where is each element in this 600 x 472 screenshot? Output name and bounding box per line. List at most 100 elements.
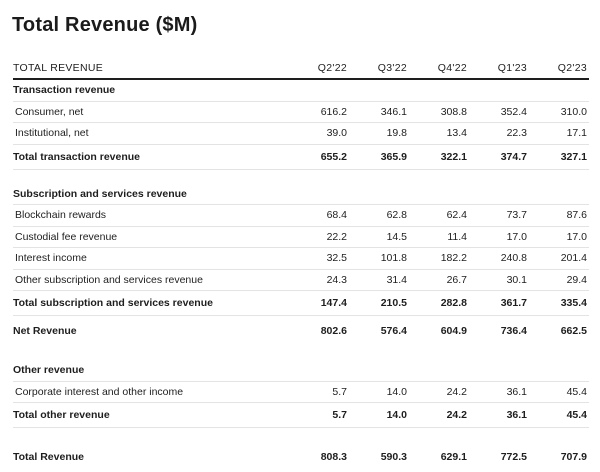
total-revenue-value: 629.1 bbox=[440, 451, 467, 463]
section-heading: Other revenue bbox=[13, 360, 589, 382]
row-value: 13.4 bbox=[409, 122, 469, 145]
row-value: 101.8 bbox=[349, 247, 409, 270]
column-header-period: Q3'22 bbox=[349, 58, 409, 80]
row-label: Institutional, net bbox=[13, 122, 289, 145]
total-revenue-value: 808.3 bbox=[320, 451, 347, 463]
revenue-table: TOTAL REVENUE Q2'22 Q3'22 Q4'22 Q1'23 Q2… bbox=[13, 58, 589, 472]
total-value: 335.4 bbox=[529, 290, 589, 316]
row-value: 17.0 bbox=[469, 226, 529, 248]
row-value: 308.8 bbox=[409, 101, 469, 123]
total-value: 14.0 bbox=[349, 402, 409, 428]
total-row: Total transaction revenue 655.2 365.9 32… bbox=[13, 144, 589, 170]
section-heading: Subscription and services revenue bbox=[13, 183, 589, 205]
row-value: 22.2 bbox=[289, 226, 349, 248]
row-label: Other subscription and services revenue bbox=[13, 269, 289, 291]
total-value: 45.4 bbox=[529, 402, 589, 428]
total-revenue-label: Total Revenue bbox=[13, 451, 84, 463]
row-label: Custodial fee revenue bbox=[13, 226, 289, 248]
row-value: 87.6 bbox=[529, 204, 589, 227]
total-value: 147.4 bbox=[289, 290, 349, 316]
row-label: Interest income bbox=[13, 247, 289, 270]
total-value: 361.7 bbox=[469, 290, 529, 316]
row-value: 22.3 bbox=[469, 122, 529, 145]
table-row: Interest income 32.5 101.8 182.2 240.8 2… bbox=[13, 247, 589, 270]
total-row: Total other revenue 5.7 14.0 24.2 36.1 4… bbox=[13, 402, 589, 428]
total-value: 655.2 bbox=[289, 144, 349, 170]
total-label: Total other revenue bbox=[13, 402, 289, 428]
row-value: 11.4 bbox=[409, 226, 469, 248]
total-revenue-value: 590.3 bbox=[380, 451, 407, 463]
total-row: Total subscription and services revenue … bbox=[13, 290, 589, 316]
row-value: 32.5 bbox=[289, 247, 349, 270]
total-value: 5.7 bbox=[289, 402, 349, 428]
table-row: Custodial fee revenue 22.2 14.5 11.4 17.… bbox=[13, 226, 589, 248]
total-revenue-value: 772.5 bbox=[500, 451, 527, 463]
net-revenue-label: Net Revenue bbox=[13, 325, 77, 337]
row-value: 352.4 bbox=[469, 101, 529, 123]
total-value: 282.8 bbox=[409, 290, 469, 316]
row-value: 346.1 bbox=[349, 101, 409, 123]
row-value: 62.8 bbox=[349, 204, 409, 227]
section-heading-row: Other revenue bbox=[13, 360, 589, 382]
column-header-period: Q4'22 bbox=[409, 58, 469, 80]
spacer-row bbox=[13, 169, 589, 184]
row-value: 31.4 bbox=[349, 269, 409, 291]
row-value: 19.8 bbox=[349, 122, 409, 145]
spacer-row bbox=[13, 346, 589, 360]
net-revenue-value: 736.4 bbox=[500, 325, 527, 337]
row-value: 240.8 bbox=[469, 247, 529, 270]
row-value: 26.7 bbox=[409, 269, 469, 291]
row-value: 14.5 bbox=[349, 226, 409, 248]
row-value: 29.4 bbox=[529, 269, 589, 291]
total-value: 365.9 bbox=[349, 144, 409, 170]
net-revenue-value: 662.5 bbox=[560, 325, 587, 337]
total-value: 327.1 bbox=[529, 144, 589, 170]
row-value: 73.7 bbox=[469, 204, 529, 227]
row-value: 182.2 bbox=[409, 247, 469, 270]
row-value: 24.2 bbox=[409, 381, 469, 403]
total-value: 36.1 bbox=[469, 402, 529, 428]
section-heading-row: Subscription and services revenue bbox=[13, 183, 589, 205]
row-label: Consumer, net bbox=[13, 101, 289, 123]
spacer-row bbox=[13, 428, 589, 443]
row-value: 62.4 bbox=[409, 204, 469, 227]
net-revenue-row: Net Revenue 802.6 576.4 604.9 736.4 662.… bbox=[13, 316, 589, 347]
total-value: 210.5 bbox=[349, 290, 409, 316]
section-heading-row: Transaction revenue bbox=[13, 79, 589, 102]
row-value: 616.2 bbox=[289, 101, 349, 123]
column-header-label: TOTAL REVENUE bbox=[13, 58, 289, 80]
table-row: Blockchain rewards 68.4 62.8 62.4 73.7 8… bbox=[13, 204, 589, 227]
total-value: 322.1 bbox=[409, 144, 469, 170]
row-value: 17.0 bbox=[529, 226, 589, 248]
column-header-period: Q1'23 bbox=[469, 58, 529, 80]
row-label: Corporate interest and other income bbox=[13, 381, 289, 403]
table-row: Other subscription and services revenue … bbox=[13, 269, 589, 291]
total-revenue-value: 707.9 bbox=[560, 451, 587, 463]
table-row: Corporate interest and other income 5.7 … bbox=[13, 381, 589, 403]
row-label: Blockchain rewards bbox=[13, 204, 289, 227]
total-label: Total subscription and services revenue bbox=[13, 290, 289, 316]
page-title: Total Revenue ($M) bbox=[12, 14, 198, 36]
net-revenue-value: 576.4 bbox=[380, 325, 407, 337]
row-value: 45.4 bbox=[529, 381, 589, 403]
row-value: 201.4 bbox=[529, 247, 589, 270]
table-row: Institutional, net 39.0 19.8 13.4 22.3 1… bbox=[13, 122, 589, 145]
row-value: 24.3 bbox=[289, 269, 349, 291]
column-header-period: Q2'23 bbox=[529, 58, 589, 80]
section-heading: Transaction revenue bbox=[13, 79, 589, 102]
table-row: Consumer, net 616.2 346.1 308.8 352.4 31… bbox=[13, 101, 589, 123]
row-value: 14.0 bbox=[349, 381, 409, 403]
row-value: 310.0 bbox=[529, 101, 589, 123]
total-value: 374.7 bbox=[469, 144, 529, 170]
row-value: 17.1 bbox=[529, 122, 589, 145]
net-revenue-value: 802.6 bbox=[320, 325, 347, 337]
column-header-period: Q2'22 bbox=[289, 58, 349, 80]
row-value: 5.7 bbox=[289, 381, 349, 403]
total-revenue-row: Total Revenue 808.3 590.3 629.1 772.5 70… bbox=[13, 442, 589, 472]
total-value: 24.2 bbox=[409, 402, 469, 428]
net-revenue-value: 604.9 bbox=[440, 325, 467, 337]
row-value: 68.4 bbox=[289, 204, 349, 227]
total-label: Total transaction revenue bbox=[13, 144, 289, 170]
row-value: 36.1 bbox=[469, 381, 529, 403]
